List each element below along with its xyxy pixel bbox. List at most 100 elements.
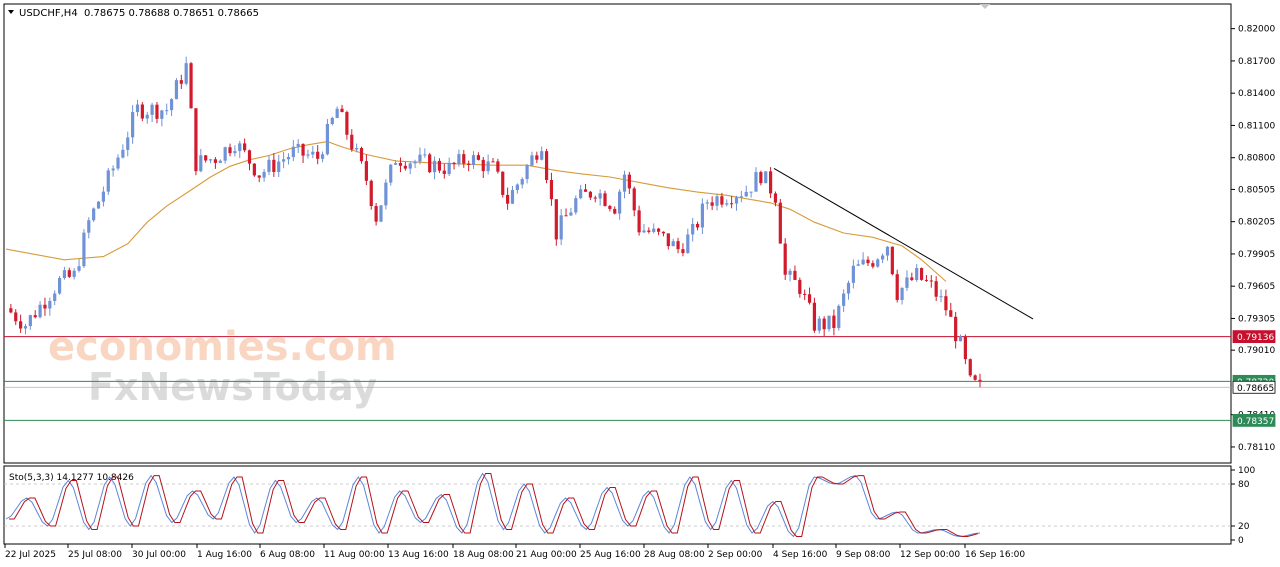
candle-body [885,246,890,256]
candle-body [277,161,281,172]
price-tick-label: 0.78110 [1238,443,1275,453]
candle-body [87,220,91,233]
candle-body [559,215,563,240]
candle-body [564,215,568,217]
candle-body [817,318,821,331]
candle-body [535,155,539,160]
candle-body [223,147,227,161]
candle-body [33,315,37,318]
stochastic-panel[interactable] [3,465,1232,545]
dropdown-arrow-icon[interactable] [8,10,14,14]
candle-body [739,196,743,198]
candle-body [944,296,948,311]
candle-body [695,223,700,228]
candle-body [705,202,709,204]
candle-body [150,104,154,115]
candle-body [627,174,631,189]
candle-body [418,154,422,162]
candle-body [189,63,193,109]
candle-body [228,147,232,154]
candle-body [510,190,515,204]
candle-body [403,165,407,169]
candle-body [432,160,437,173]
descending-trendline[interactable] [773,168,1034,320]
candle-body [915,268,919,280]
candle-body [306,154,310,156]
time-tick-label: 1 Aug 16:00 [197,550,252,560]
candle-body [744,191,748,197]
stochastic-tick-label: 0 [1238,536,1244,546]
candle-body [900,287,904,300]
price-tick-label: 0.79605 [1238,282,1275,292]
candle-body [910,277,914,280]
candle-body [842,293,846,306]
stochastic-lines [5,472,981,538]
candle-body [428,154,432,173]
time-tick-label: 16 Sep 16:00 [965,550,1025,560]
candle-body [384,182,388,206]
candle-body [169,99,174,111]
candle-body [720,196,724,205]
candle-body [754,172,758,192]
candle-body [204,155,208,161]
candle-body [515,184,519,191]
candle-body [671,241,675,247]
price-tick-label: 0.82000 [1238,25,1275,35]
price-marker-box [1232,380,1276,394]
candle-body [126,137,130,150]
candle-body [501,171,505,195]
candle-body [140,104,144,119]
candle-body [603,193,607,206]
stochastic-axis: 100 80 20 0 [4,466,1255,546]
candle-body [978,379,982,382]
price-panel[interactable] [3,3,1232,464]
candle-body [652,228,656,232]
price-tick-label: 0.81400 [1238,89,1275,99]
candle-body [768,171,773,194]
candle-body [96,201,101,209]
candle-body [155,104,159,119]
candle-body [296,143,300,147]
candle-body [773,193,778,203]
candle-body [929,280,933,282]
price-marker-label: 0.78665 [1237,384,1274,394]
candle-body [267,159,271,172]
candle-body [213,159,218,163]
candle-body [764,171,768,184]
candle-body [749,191,753,193]
price-tick-label: 0.79905 [1238,250,1275,260]
candle-body [647,230,651,232]
candle-body [218,160,222,163]
candle-body [53,293,57,301]
time-tick-label: 11 Aug 00:00 [324,550,385,560]
candle-body [963,336,967,360]
candle-body [121,149,125,158]
candle-body [540,151,544,160]
candle-body [77,266,81,271]
price-tick-label: 0.79305 [1238,314,1275,324]
price-tick-label: 0.80205 [1238,218,1275,228]
price-axis: 0.82000 0.81700 0.81400 0.81100 0.80800 0.805… [1231,25,1275,453]
candle-body [574,198,578,213]
candle-body [846,282,851,294]
candle-body [335,108,339,118]
candle-body [973,375,977,380]
candle-body [14,312,18,322]
candle-body [618,191,622,214]
time-tick-label: 28 Aug 08:00 [644,550,705,560]
candle-body [135,104,140,113]
candle-body [174,80,179,100]
candle-body [866,259,870,264]
candle-body [569,212,573,216]
candle-body [408,163,412,169]
candle-body [82,232,86,267]
candle-body [613,208,617,214]
candle-body [798,279,802,294]
candle-body [394,163,398,165]
candle-body [871,263,875,267]
candle-body [520,179,524,185]
candle-body [686,234,690,254]
candle-body [807,294,812,303]
time-tick-label: 22 Jul 2025 [5,550,56,560]
